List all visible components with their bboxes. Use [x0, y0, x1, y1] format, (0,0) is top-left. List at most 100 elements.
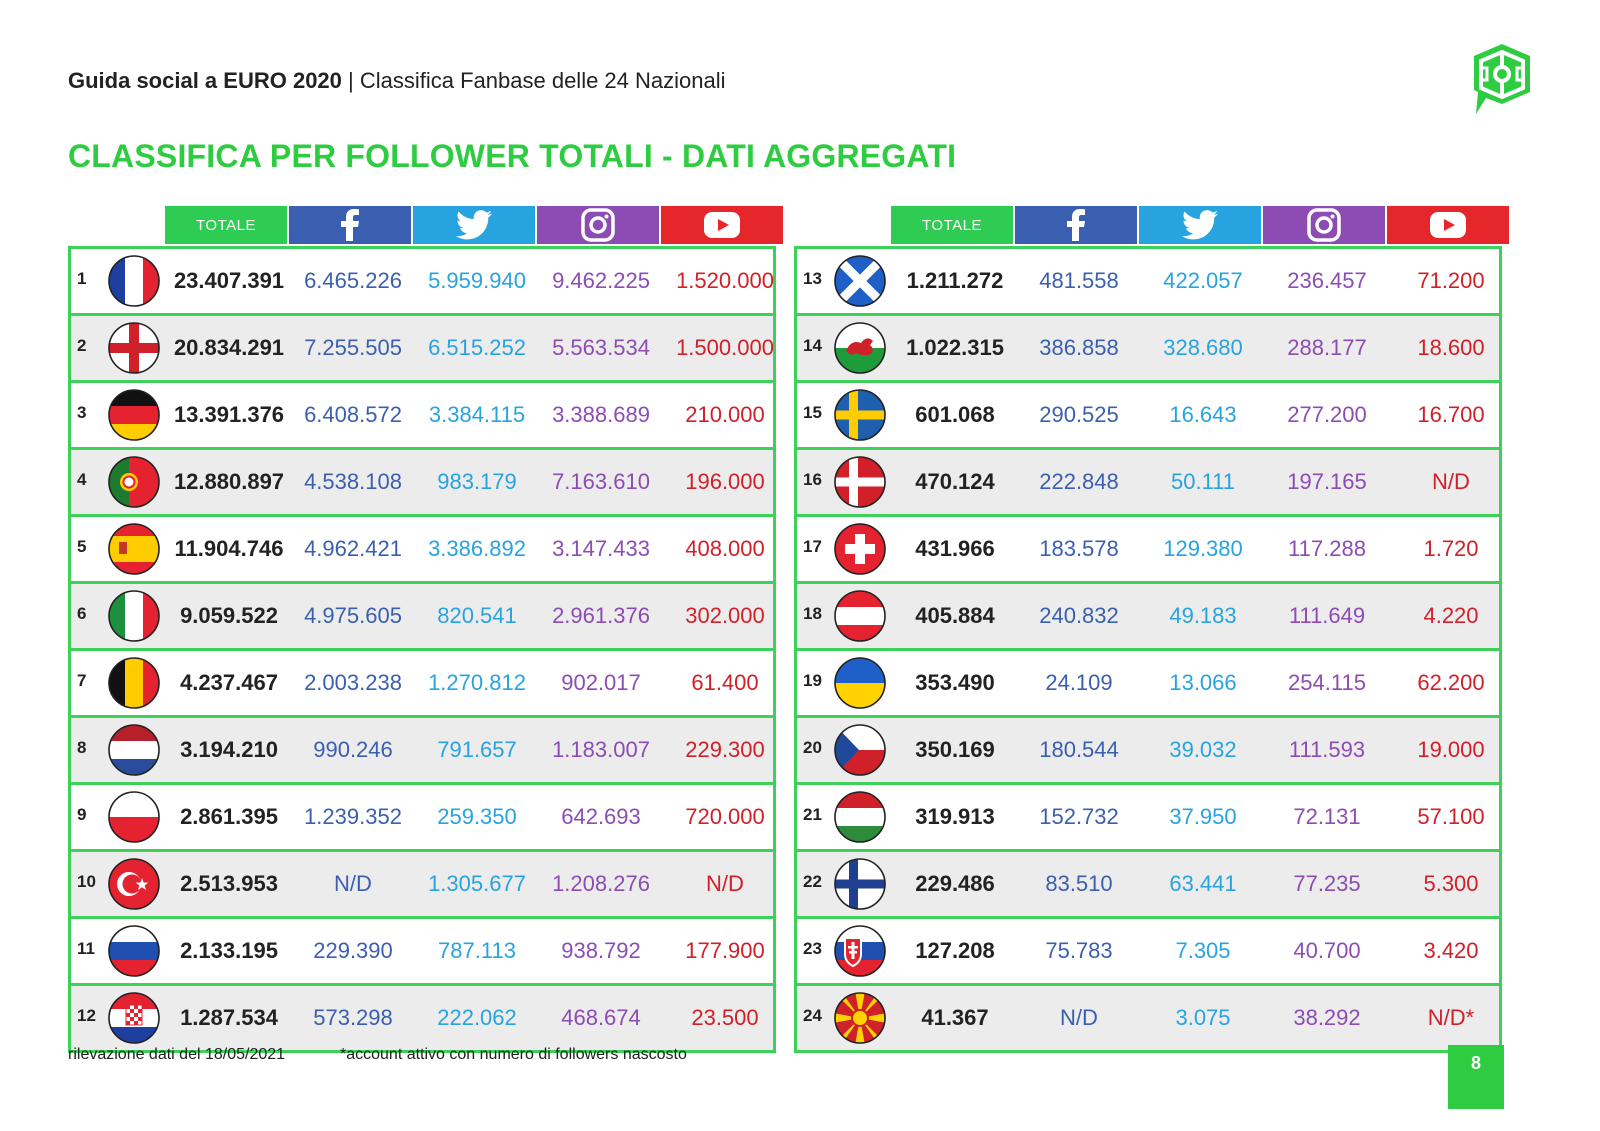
instagram-followers: 117.288 — [1288, 536, 1366, 561]
twitter-followers: 13.066 — [1169, 670, 1237, 695]
flag-italy-icon — [107, 589, 161, 643]
flag-netherlands-icon — [107, 723, 161, 777]
flag-england-icon — [107, 321, 161, 375]
followers-total: 1.022.315 — [906, 335, 1004, 360]
followers-total: 1.287.534 — [180, 1005, 278, 1030]
followers-total: 1.211.272 — [906, 268, 1004, 293]
flag-portugal-icon — [107, 455, 161, 509]
rank-number: 15 — [803, 403, 822, 422]
flag-north-macedonia-icon — [833, 991, 887, 1045]
flag-czech-icon — [833, 723, 887, 777]
instagram-followers: 236.457 — [1287, 268, 1367, 293]
instagram-followers: 2.961.376 — [552, 603, 650, 628]
table-row: 23 127.208 75.783 7.305 40.700 3.420 — [797, 919, 1499, 986]
instagram-followers: 111.593 — [1288, 737, 1366, 762]
facebook-followers: 83.510 — [1045, 871, 1113, 896]
instagram-followers: 3.388.689 — [552, 402, 650, 427]
flag-wales-icon — [833, 321, 887, 375]
youtube-subscribers: 177.900 — [685, 938, 765, 963]
instagram-followers: 72.131 — [1293, 804, 1361, 829]
instagram-followers: 277.200 — [1287, 402, 1367, 427]
instagram-followers: 7.163.610 — [552, 469, 650, 494]
table-row: 15 601.068 290.525 16.643 277.200 16.700 — [797, 383, 1499, 450]
header-separator: | — [341, 68, 360, 93]
flag-finland-icon — [833, 857, 887, 911]
table-row: 8 3.194.210 990.246 791.657 1.183.007 229.300 — [71, 718, 773, 785]
rank-number: 4 — [77, 470, 87, 489]
facebook-followers: N/D — [334, 871, 372, 896]
twitter-followers: 129.380 — [1163, 536, 1243, 561]
twitter-followers: 3.384.115 — [428, 402, 526, 427]
flag-ukraine-icon — [833, 656, 887, 710]
youtube-icon — [1387, 206, 1509, 244]
followers-total: 20.834.291 — [173, 335, 285, 360]
instagram-followers: 938.792 — [561, 938, 641, 963]
table-row: 9 2.861.395 1.239.352 259.350 642.693 720.000 — [71, 785, 773, 852]
followers-total: 2.133.195 — [180, 938, 278, 963]
followers-total: 23.407.391 — [173, 268, 285, 293]
facebook-followers: 240.832 — [1039, 603, 1119, 628]
instagram-followers: 40.700 — [1293, 938, 1361, 963]
instagram-followers: 3.147.433 — [552, 536, 650, 561]
followers-total: 9.059.522 — [180, 603, 278, 628]
rank-number: 18 — [803, 604, 822, 623]
twitter-followers: 328.680 — [1163, 335, 1243, 360]
facebook-icon — [1015, 206, 1137, 244]
youtube-subscribers: 19.000 — [1417, 737, 1485, 762]
twitter-followers: 1.270.812 — [428, 670, 526, 695]
facebook-followers: 6.465.226 — [304, 268, 402, 293]
twitter-followers: 49.183 — [1169, 603, 1237, 628]
followers-total: 3.194.210 — [180, 737, 278, 762]
youtube-subscribers: 408.000 — [685, 536, 765, 561]
facebook-followers: 152.732 — [1039, 804, 1119, 829]
table-row: 24 41.367 N/D 3.075 38.292 N/D* — [797, 986, 1499, 1050]
youtube-subscribers: 1.720 — [1423, 536, 1479, 561]
followers-total: 405.884 — [915, 603, 995, 628]
hidden-followers-footnote: *account attivo con numero di followers … — [340, 1046, 687, 1063]
twitter-followers: 259.350 — [437, 804, 517, 829]
instagram-followers: 642.693 — [561, 804, 641, 829]
instagram-followers: 9.462.225 — [552, 268, 650, 293]
table-row: 17 431.966 183.578 129.380 117.288 1.720 — [797, 517, 1499, 584]
instagram-icon — [1263, 206, 1385, 244]
youtube-subscribers: N/D* — [1427, 1005, 1475, 1030]
data-date-footnote: rilevazione dati del 18/05/2021 — [68, 1046, 286, 1063]
instagram-followers: 77.235 — [1293, 871, 1361, 896]
table-row: 11 2.133.195 229.390 787.113 938.792 177.900 — [71, 919, 773, 986]
followers-total: 127.208 — [915, 938, 995, 963]
flag-belgium-icon — [107, 656, 161, 710]
twitter-followers: 983.179 — [437, 469, 517, 494]
rank-number: 14 — [803, 336, 822, 355]
table-row: 6 9.059.522 4.975.605 820.541 2.961.376 302.0… — [71, 584, 773, 651]
followers-total: 2.861.395 — [180, 804, 278, 829]
twitter-followers: 50.111 — [1170, 469, 1236, 494]
table-body: 1 23.407.391 6.465.226 5.959.940 9.462.225 1.… — [68, 246, 776, 1053]
youtube-icon — [661, 206, 783, 244]
twitter-followers: 37.950 — [1169, 804, 1237, 829]
column-totale-header: TOTALE — [891, 206, 1013, 244]
twitter-followers: 422.057 — [1163, 268, 1243, 293]
youtube-subscribers: 3.420 — [1423, 938, 1479, 963]
youtube-subscribers: 1.520.000 — [676, 268, 774, 293]
flag-france-icon — [107, 254, 161, 308]
rank-number: 9 — [77, 805, 87, 824]
twitter-followers: 787.113 — [438, 938, 516, 963]
twitter-followers: 3.386.892 — [428, 536, 526, 561]
flag-switzerland-icon — [833, 522, 887, 576]
table-row: 7 4.237.467 2.003.238 1.270.812 902.017 61.40… — [71, 651, 773, 718]
facebook-followers: 573.298 — [313, 1005, 393, 1030]
twitter-followers: 820.541 — [437, 603, 517, 628]
youtube-subscribers: 1.500.000 — [676, 335, 774, 360]
followers-total: 13.391.376 — [173, 402, 285, 427]
logo-icon — [1474, 44, 1530, 114]
facebook-followers: 990.246 — [313, 737, 393, 762]
twitter-followers: 63.441 — [1169, 871, 1237, 896]
instagram-followers: 902.017 — [561, 670, 641, 695]
instagram-followers: 254.115 — [1288, 670, 1366, 695]
flag-russia-icon — [107, 924, 161, 978]
table-row: 22 229.486 83.510 63.441 77.235 5.300 — [797, 852, 1499, 919]
twitter-followers: 16.643 — [1169, 402, 1237, 427]
facebook-followers: 183.578 — [1039, 536, 1119, 561]
flag-slovakia-icon — [833, 924, 887, 978]
followers-total: 601.068 — [915, 402, 995, 427]
